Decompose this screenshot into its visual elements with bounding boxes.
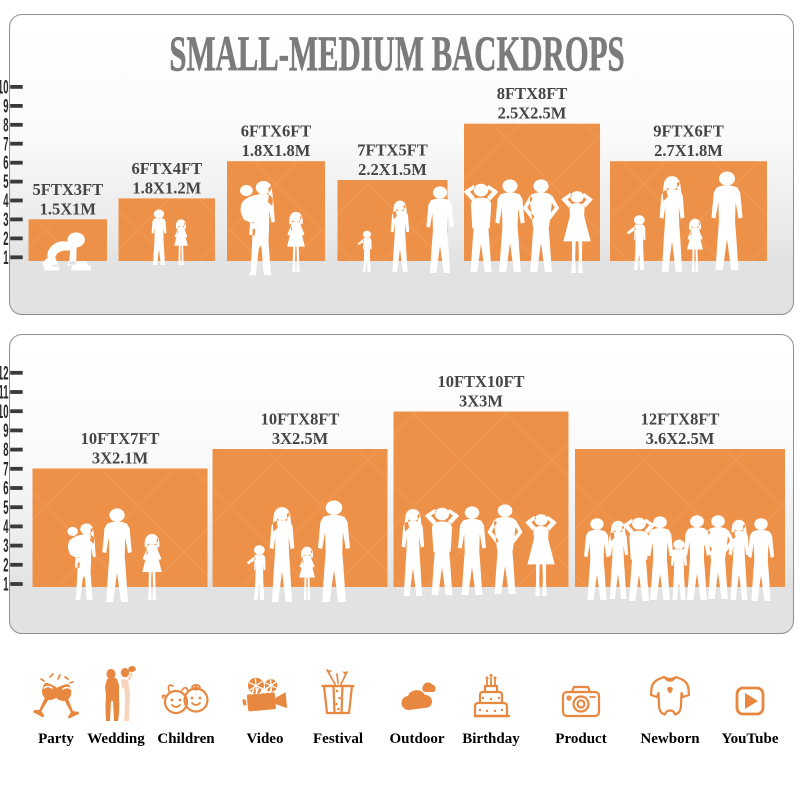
svg-text:10FTX10FT: 10FTX10FT <box>437 372 524 391</box>
svg-text:1: 1 <box>3 574 8 596</box>
svg-text:9: 9 <box>3 96 8 118</box>
svg-text:1: 1 <box>3 247 8 269</box>
svg-text:3.6X2.5M: 3.6X2.5M <box>646 429 715 448</box>
svg-text:3X2.5M: 3X2.5M <box>272 429 329 448</box>
svg-text:1.8X1.2M: 1.8X1.2M <box>132 178 201 197</box>
svg-text:Birthday: Birthday <box>462 731 520 747</box>
svg-text:10FTX8FT: 10FTX8FT <box>261 410 340 429</box>
svg-text:Festival: Festival <box>313 731 363 747</box>
svg-text:12: 12 <box>0 363 9 385</box>
svg-text:Product: Product <box>555 731 606 747</box>
svg-text:12FTX8FT: 12FTX8FT <box>641 410 720 429</box>
svg-text:6: 6 <box>3 478 8 500</box>
svg-text:6FTX4FT: 6FTX4FT <box>132 159 203 178</box>
svg-text:5: 5 <box>3 172 8 194</box>
svg-text:7FTX5FT: 7FTX5FT <box>357 141 428 160</box>
svg-text:3: 3 <box>3 536 8 558</box>
svg-text:7: 7 <box>3 134 8 156</box>
svg-text:9: 9 <box>3 421 8 443</box>
svg-text:5FTX3FT: 5FTX3FT <box>33 180 104 199</box>
svg-text:3: 3 <box>3 210 8 232</box>
svg-text:3X3M: 3X3M <box>459 392 503 411</box>
svg-text:9FTX6FT: 9FTX6FT <box>653 122 724 141</box>
svg-text:1.5X1M: 1.5X1M <box>40 199 97 218</box>
svg-text:8: 8 <box>3 440 8 462</box>
svg-text:6: 6 <box>3 153 8 175</box>
svg-text:Video: Video <box>247 731 284 747</box>
svg-text:6FTX6FT: 6FTX6FT <box>241 122 312 141</box>
svg-text:3X2.1M: 3X2.1M <box>92 449 149 468</box>
svg-text:Children: Children <box>157 731 215 747</box>
svg-text:8: 8 <box>3 115 8 137</box>
svg-text:2.7X1.8M: 2.7X1.8M <box>654 141 723 160</box>
svg-text:Party: Party <box>38 731 74 747</box>
svg-text:Newborn: Newborn <box>640 731 700 747</box>
svg-text:4: 4 <box>3 517 9 539</box>
svg-text:2: 2 <box>3 229 8 251</box>
svg-text:7: 7 <box>3 459 8 481</box>
svg-text:2.2X1.5M: 2.2X1.5M <box>358 160 427 179</box>
svg-text:Wedding: Wedding <box>87 731 145 747</box>
svg-text:1.8X1.8M: 1.8X1.8M <box>242 141 311 160</box>
svg-text:Outdoor: Outdoor <box>389 731 444 747</box>
svg-text:YouTube: YouTube <box>722 731 779 747</box>
svg-text:10FTX7FT: 10FTX7FT <box>81 429 160 448</box>
svg-text:SMALL-MEDIUM BACKDROPS: SMALL-MEDIUM BACKDROPS <box>169 25 624 80</box>
svg-text:10: 10 <box>0 401 9 423</box>
svg-text:5: 5 <box>3 497 8 519</box>
svg-text:2.5X2.5M: 2.5X2.5M <box>498 104 567 123</box>
svg-text:2: 2 <box>3 555 8 577</box>
svg-text:8FTX8FT: 8FTX8FT <box>497 84 568 103</box>
svg-text:4: 4 <box>3 191 9 213</box>
svg-text:10: 10 <box>0 77 9 99</box>
svg-text:11: 11 <box>0 382 9 404</box>
